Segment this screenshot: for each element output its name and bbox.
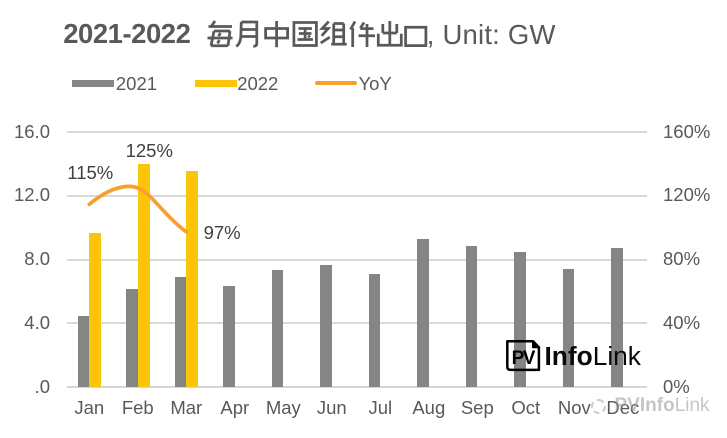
- svg-text:PV: PV: [512, 348, 536, 369]
